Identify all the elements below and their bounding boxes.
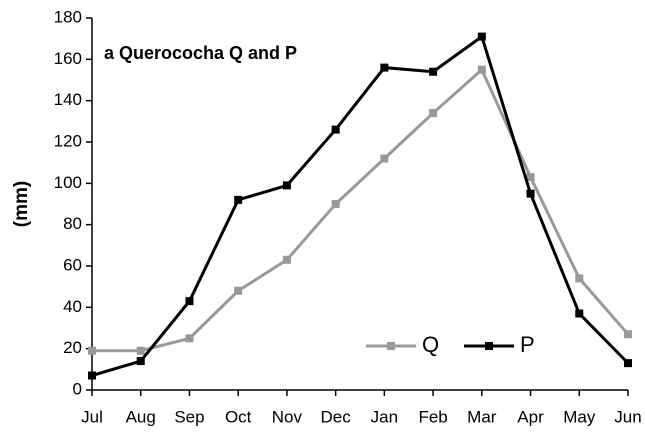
series-line — [91, 34, 630, 377]
data-point — [185, 334, 194, 343]
x-tick-label: Jul — [81, 407, 103, 426]
data-point — [380, 63, 389, 72]
x-tick-label: Apr — [517, 407, 544, 426]
x-tick-label: Jun — [614, 407, 641, 426]
data-point — [526, 173, 535, 182]
data-point — [282, 255, 291, 264]
data-point — [234, 195, 243, 204]
y-tick-label: 80 — [63, 214, 82, 233]
series-line — [92, 67, 630, 353]
data-point — [575, 274, 584, 283]
y-tick-label: 60 — [63, 255, 82, 274]
data-point — [185, 297, 194, 306]
data-point — [234, 286, 243, 295]
data-point — [136, 346, 145, 355]
y-tick-label: 100 — [54, 173, 82, 192]
data-point — [331, 200, 340, 208]
data-point — [331, 125, 340, 134]
y-tick-label: 20 — [63, 338, 82, 357]
data-point — [624, 330, 632, 339]
x-tick-label: Oct — [225, 407, 252, 426]
y-tick-label: 140 — [54, 90, 82, 109]
data-point — [282, 181, 291, 190]
legend-label: Q — [422, 332, 439, 357]
data-point — [88, 371, 96, 380]
data-point — [526, 189, 535, 198]
x-tick-label: Jan — [371, 407, 398, 426]
x-tick-label: Dec — [321, 407, 352, 426]
x-tick-label: Mar — [467, 407, 497, 426]
data-point — [429, 109, 438, 118]
x-tick-label: Feb — [418, 407, 447, 426]
data-point — [88, 346, 96, 355]
data-point — [624, 359, 632, 368]
legend-marker — [387, 342, 395, 350]
legend-label: P — [520, 332, 535, 357]
y-tick-label: 40 — [63, 297, 82, 316]
y-tick-label: 0 — [73, 379, 82, 398]
data-point — [380, 154, 389, 163]
chart-title: a Querococha Q and P — [104, 43, 297, 63]
x-tick-label: Aug — [126, 407, 156, 426]
legend-marker — [485, 342, 493, 350]
y-tick-label: 180 — [54, 7, 82, 26]
x-tick-label: Sep — [174, 407, 204, 426]
x-tick-label: May — [563, 407, 596, 426]
y-tick-label: 120 — [54, 131, 82, 150]
data-point — [477, 65, 486, 74]
data-point — [136, 357, 145, 366]
y-axis-label: (mm) — [11, 181, 32, 227]
y-tick-label: 160 — [54, 49, 82, 68]
data-point — [575, 309, 584, 318]
x-tick-label: Nov — [272, 407, 303, 426]
data-point — [429, 67, 438, 76]
data-point — [477, 32, 486, 41]
